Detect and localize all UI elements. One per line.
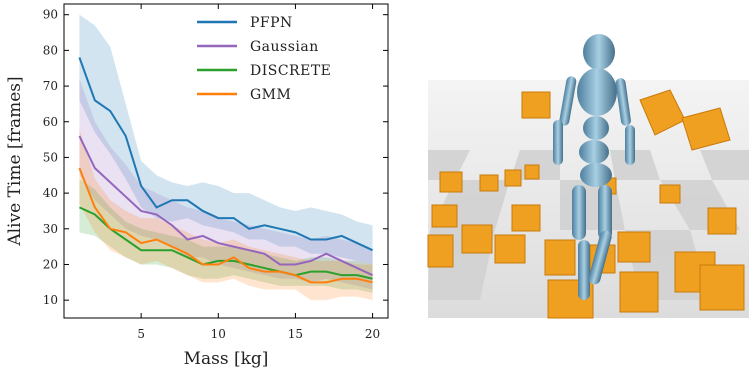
series-line	[78, 57, 373, 252]
x-axis-label: Mass [kg]	[184, 349, 269, 369]
y-tick-label: 40	[43, 186, 58, 200]
range-band	[79, 128, 373, 301]
y-tick-label: 20	[43, 257, 58, 271]
x-tick-label: 15	[288, 327, 303, 341]
x-tick-label: 20	[365, 327, 380, 341]
legend-label: GMM	[250, 87, 291, 103]
legend-label: Gaussian	[250, 39, 319, 55]
legend-label: DISCRETE	[250, 63, 331, 79]
x-tick-label: 10	[211, 327, 226, 341]
y-tick-label: 80	[43, 43, 58, 57]
y-tick-label: 60	[43, 115, 58, 129]
x-tick-label: 5	[137, 327, 145, 341]
y-tick-label: 70	[43, 79, 58, 93]
y-tick-label: 30	[43, 222, 58, 236]
series-line	[78, 135, 373, 277]
y-tick-label: 10	[43, 293, 58, 307]
plot	[78, 14, 373, 301]
y-tick-label: 50	[43, 150, 58, 164]
y-tick-label: 90	[43, 8, 58, 22]
plot-frame	[63, 3, 389, 319]
legend-label: PFPN	[250, 15, 293, 31]
range-band	[79, 78, 373, 290]
simulation-image	[427, 34, 749, 319]
series-line	[78, 167, 373, 284]
y-axis-label: Alive Time [frames]	[5, 76, 25, 246]
